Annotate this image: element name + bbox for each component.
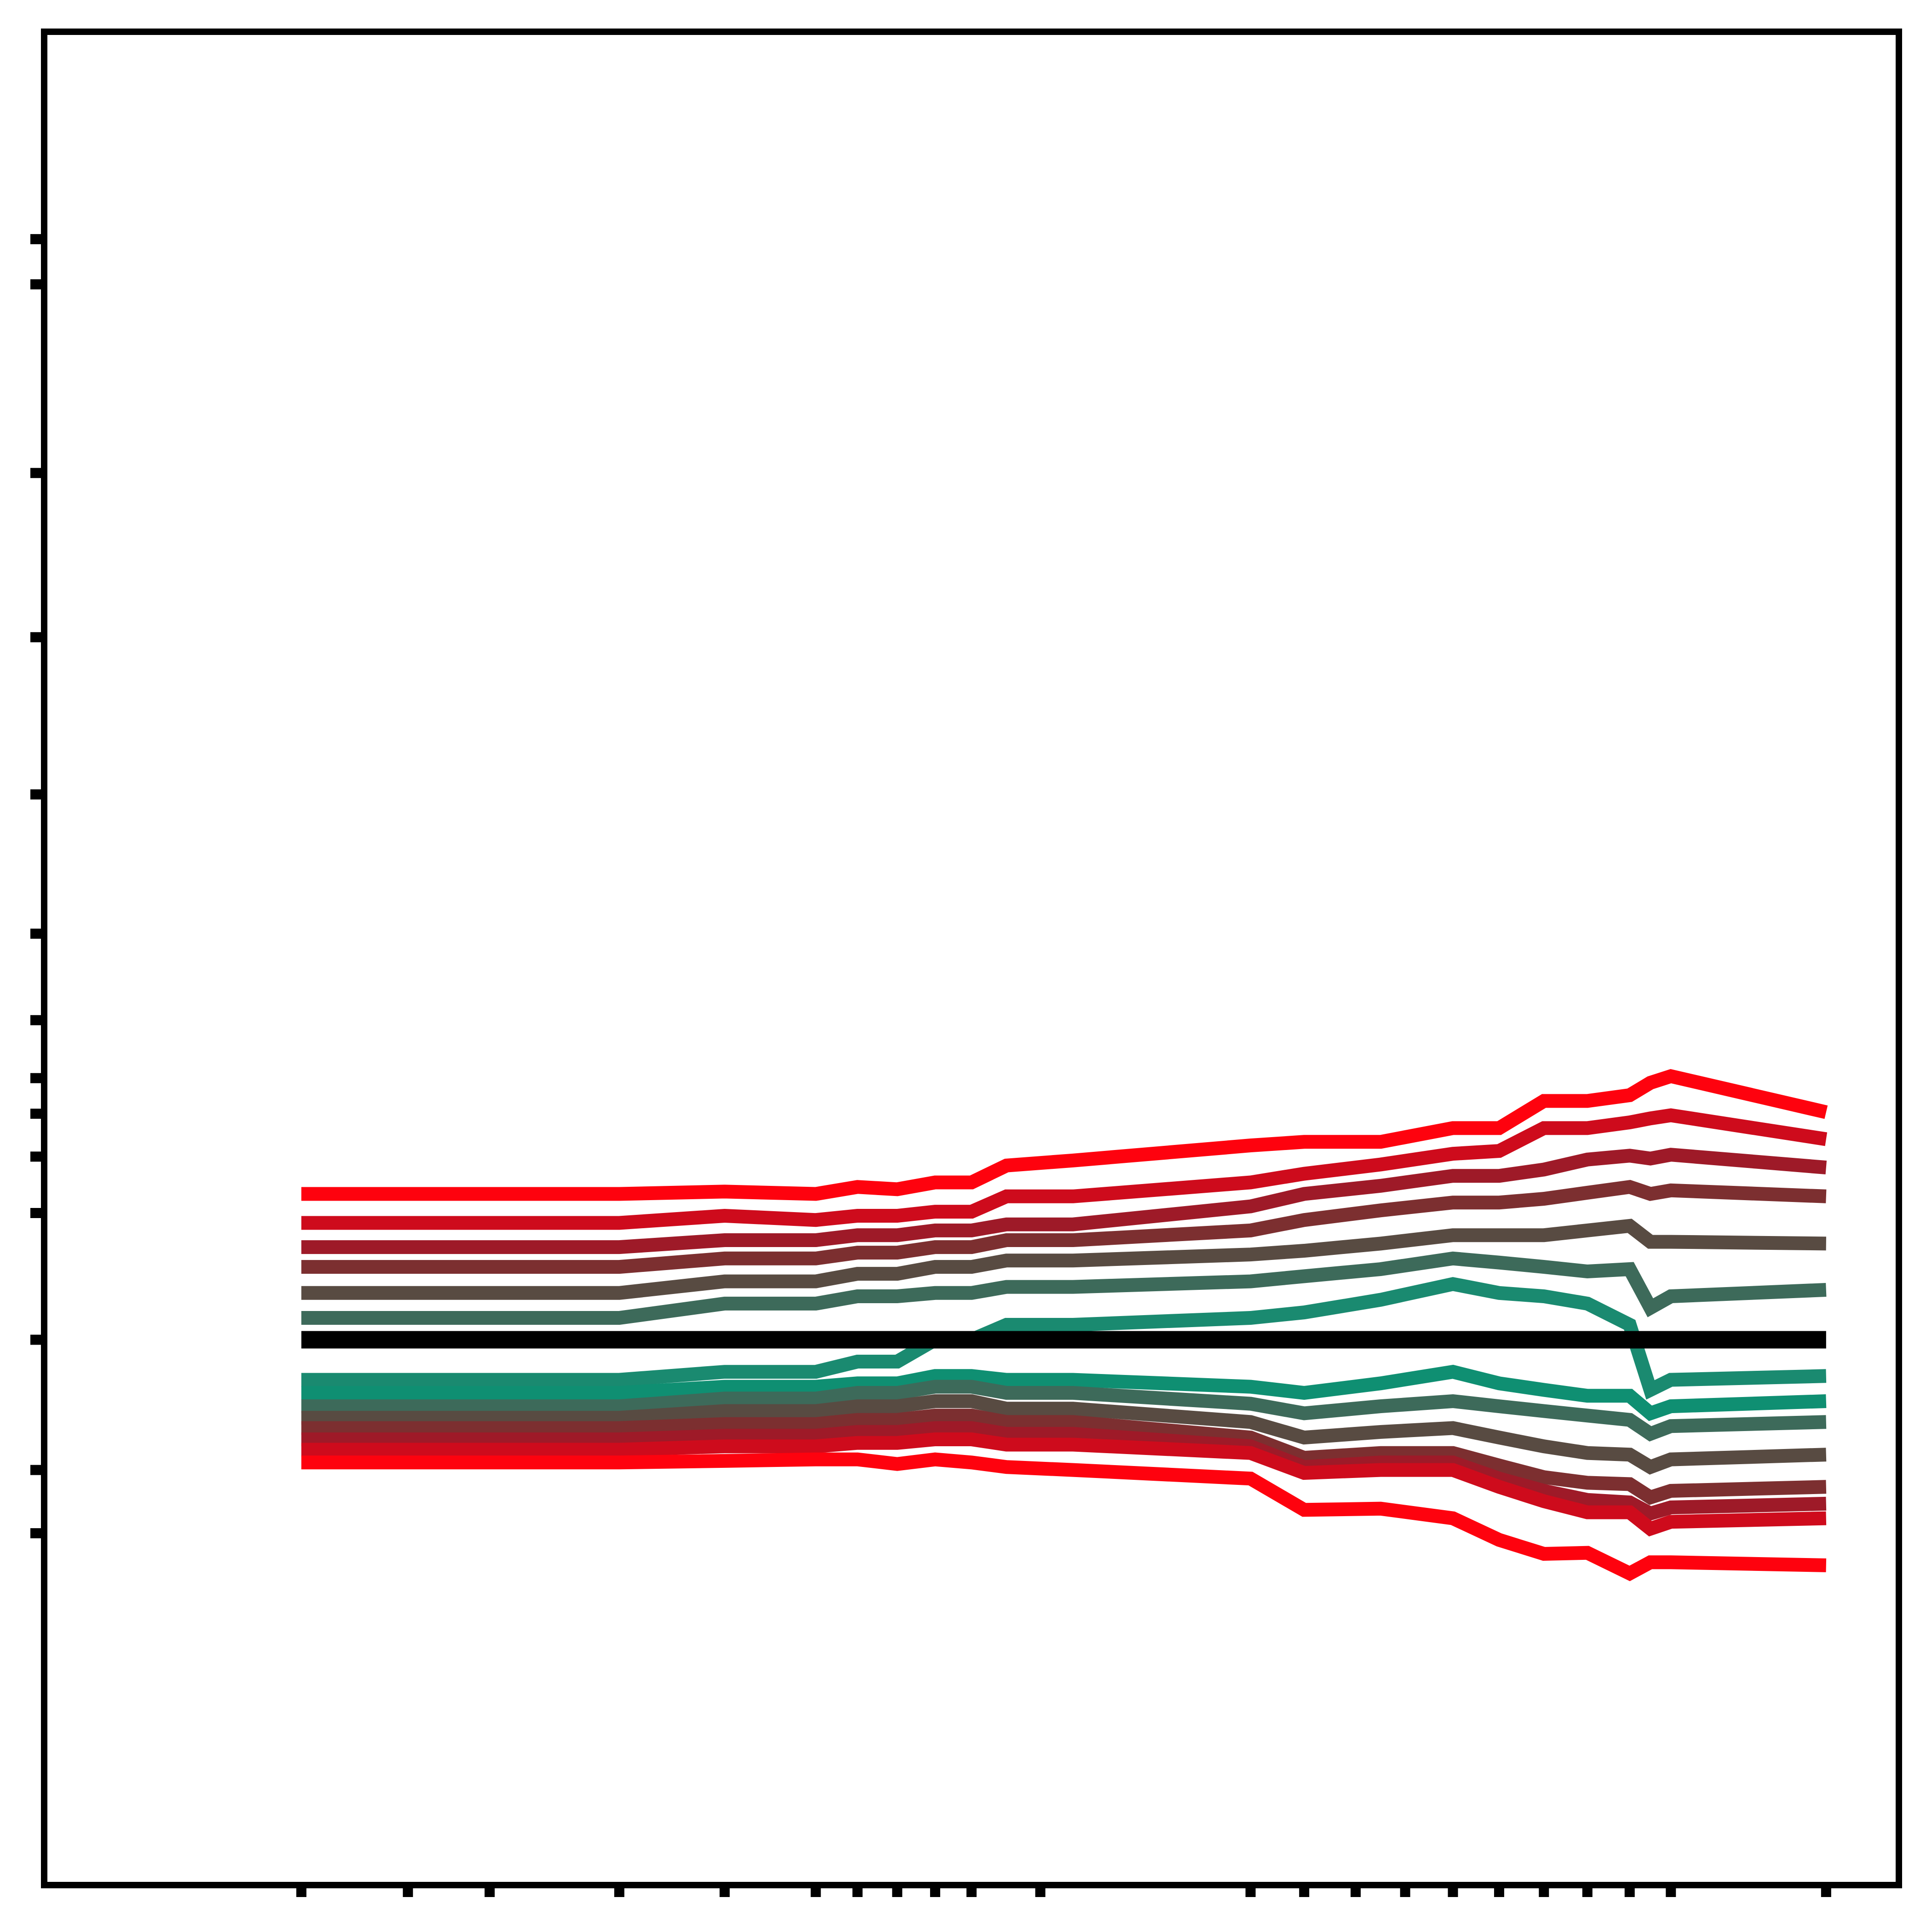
series-line-4 (301, 1179, 1827, 1274)
series-line-1 (301, 1069, 1828, 1201)
series-line-10 (301, 1394, 1827, 1475)
series-layer (301, 1069, 1828, 1581)
series-line-8 (301, 1364, 1827, 1421)
series-line-2 (301, 1108, 1828, 1230)
series-line-6 (301, 1251, 1827, 1325)
series-line-7 (301, 1277, 1827, 1400)
series-line-14 (301, 1452, 1827, 1581)
series-line-13 (301, 1432, 1827, 1537)
series-line-3 (301, 1148, 1827, 1254)
series-line-11 (301, 1409, 1827, 1505)
series-line-5 (301, 1219, 1826, 1300)
series-line-9 (301, 1380, 1827, 1442)
plot-frame (41, 29, 1902, 1888)
plot-area (44, 32, 1899, 1885)
